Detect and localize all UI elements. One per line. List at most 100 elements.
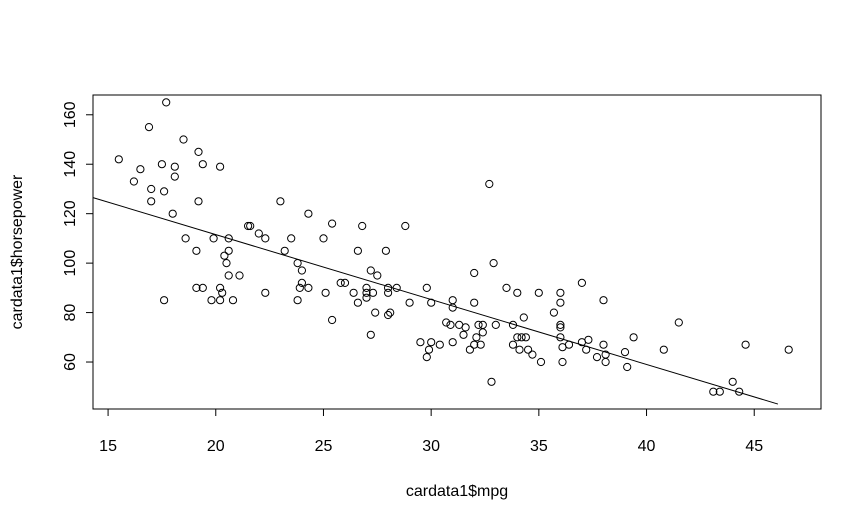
- data-point: [478, 328, 487, 337]
- data-point: [114, 155, 123, 164]
- data-point: [209, 234, 218, 243]
- data-point: [521, 333, 531, 342]
- data-point: [373, 271, 382, 280]
- data-point: [293, 259, 302, 268]
- data-point: [461, 323, 470, 332]
- data-point: [194, 197, 203, 206]
- data-point: [349, 288, 358, 297]
- data-point: [519, 313, 528, 322]
- data-point: [353, 246, 362, 255]
- data-point: [244, 221, 253, 231]
- data-point: [448, 338, 457, 347]
- data-point: [381, 246, 390, 255]
- data-point: [353, 298, 362, 307]
- data-point: [222, 259, 231, 268]
- data-point: [170, 162, 179, 171]
- y-tick-label: 80: [62, 304, 79, 322]
- data-point: [577, 278, 587, 287]
- data-point: [517, 333, 526, 342]
- data-point: [599, 340, 608, 349]
- data-point: [487, 377, 496, 386]
- data-point: [160, 187, 169, 196]
- data-point: [474, 320, 483, 329]
- data-point: [659, 345, 668, 354]
- data-point: [478, 320, 487, 329]
- data-point: [218, 288, 227, 297]
- data-point: [280, 246, 289, 255]
- data-point: [304, 283, 313, 292]
- data-point: [246, 221, 255, 231]
- data-point: [170, 172, 179, 181]
- data-point: [491, 320, 500, 329]
- data-point: [321, 288, 330, 297]
- data-point: [235, 271, 244, 280]
- x-tick-label: 30: [422, 438, 440, 455]
- data-point: [470, 340, 479, 349]
- data-point: [556, 298, 565, 307]
- points-layer: [114, 98, 793, 396]
- data-point: [623, 362, 632, 372]
- data-point: [358, 221, 367, 231]
- data-point: [295, 283, 304, 292]
- data-point: [181, 234, 190, 243]
- y-axis: 60 80 100 120 140 160: [62, 101, 93, 371]
- data-point: [261, 288, 270, 297]
- data-point: [328, 315, 337, 325]
- data-point: [328, 219, 337, 228]
- data-point: [224, 234, 233, 243]
- data-point: [513, 288, 522, 297]
- data-point: [427, 338, 436, 347]
- data-point: [368, 288, 378, 297]
- data-point: [424, 345, 434, 354]
- data-point: [472, 333, 481, 342]
- data-point: [254, 229, 263, 238]
- data-point: [216, 283, 225, 292]
- x-tick-label: 20: [207, 438, 225, 455]
- data-point: [470, 268, 479, 278]
- data-point: [448, 296, 457, 305]
- y-tick-label: 160: [62, 101, 79, 128]
- data-point: [489, 259, 498, 268]
- data-point: [556, 320, 565, 329]
- x-tick-label: 35: [530, 438, 548, 455]
- regression-line: [92, 197, 779, 405]
- data-point: [446, 320, 455, 329]
- data-point: [524, 345, 533, 354]
- data-point: [465, 345, 474, 354]
- data-point: [362, 293, 371, 302]
- data-point: [366, 330, 375, 339]
- data-point: [508, 340, 518, 349]
- data-point: [629, 333, 638, 342]
- data-point: [592, 353, 602, 362]
- x-tick-label: 40: [638, 438, 656, 455]
- data-point: [293, 296, 302, 305]
- data-point: [362, 288, 371, 297]
- data-point: [162, 98, 171, 107]
- data-point: [386, 308, 395, 317]
- data-point: [144, 123, 154, 132]
- data-point: [534, 288, 543, 297]
- data-point: [224, 271, 233, 280]
- x-axis: 15 20 25 30 35 40 45: [99, 409, 763, 455]
- data-point: [319, 234, 328, 243]
- y-axis-label: cardata1$horsepower: [9, 174, 26, 329]
- y-tick-label: 140: [62, 151, 79, 178]
- y-tick-label: 100: [62, 250, 79, 277]
- data-point: [194, 147, 203, 156]
- data-point: [442, 318, 451, 327]
- x-tick-label: 25: [315, 438, 333, 455]
- data-point: [422, 353, 431, 362]
- data-point: [485, 179, 494, 189]
- data-point: [179, 135, 188, 144]
- data-point: [147, 197, 156, 206]
- data-point: [584, 335, 593, 344]
- data-point: [709, 387, 718, 396]
- data-point: [297, 278, 306, 287]
- data-point: [276, 197, 285, 206]
- data-point: [297, 266, 306, 275]
- data-point: [435, 340, 444, 349]
- data-point: [136, 165, 145, 174]
- data-point: [384, 310, 393, 320]
- data-point: [384, 288, 393, 297]
